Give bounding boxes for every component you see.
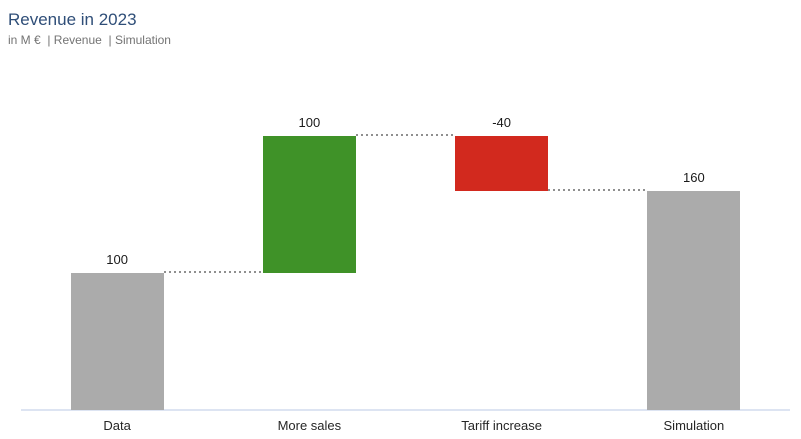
category-label-tariff-increase: Tariff increase — [461, 418, 542, 433]
chart-title: Revenue in 2023 — [8, 10, 137, 29]
category-label-more-sales: More sales — [277, 418, 342, 433]
bar-tariff-increase[interactable] — [455, 136, 549, 191]
value-label-tariff-increase: -40 — [492, 115, 512, 130]
connector-line — [355, 134, 456, 136]
x-axis-line — [21, 409, 790, 411]
category-label-data: Data — [103, 418, 131, 433]
bar-data[interactable] — [70, 273, 164, 410]
value-label-simulation: 160 — [683, 169, 705, 185]
value-label-more-sales: 100 — [298, 115, 321, 130]
chart-subtitle: in M € | Revenue | Simulation — [8, 33, 171, 47]
bar-more-sales[interactable] — [262, 136, 356, 273]
bar-simulation[interactable] — [647, 190, 741, 410]
value-label-data: 100 — [106, 252, 128, 267]
category-label-simulation: Simulation — [663, 418, 725, 433]
connector-line — [548, 188, 648, 191]
connector-line — [163, 271, 263, 273]
